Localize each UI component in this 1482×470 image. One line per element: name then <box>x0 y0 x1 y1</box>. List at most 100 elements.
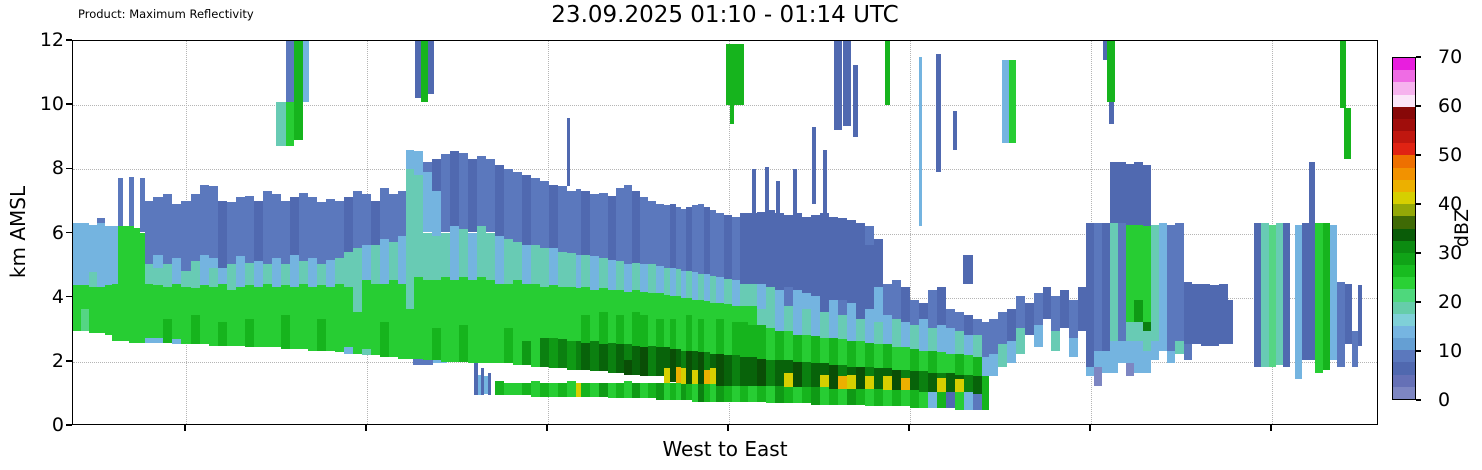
reflectivity-segment <box>293 41 303 140</box>
reflectivity-segment <box>710 368 716 385</box>
reflectivity-segment <box>935 53 941 172</box>
reflectivity-segment <box>549 337 559 369</box>
reflectivity-segment <box>765 360 775 386</box>
reflectivity-segment <box>180 200 191 271</box>
reflectivity-segment <box>325 286 335 351</box>
reflectivity-segment <box>96 222 105 287</box>
reflectivity-segment <box>1126 363 1135 377</box>
reflectivity-segment <box>837 364 847 377</box>
reflectivity-segment <box>686 315 693 351</box>
reflectivity-segment <box>945 328 955 354</box>
reflectivity-segment <box>531 283 541 367</box>
reflectivity-segment <box>828 216 838 300</box>
reflectivity-segment <box>962 254 973 284</box>
reflectivity-segment <box>751 168 756 214</box>
colorbar-tick-label: 0 <box>1438 389 1451 411</box>
reflectivity-segment <box>599 344 609 372</box>
colorbar-tick-label: 30 <box>1438 242 1463 264</box>
reflectivity-segment <box>558 286 568 340</box>
reflectivity-segment <box>997 312 1007 345</box>
reflectivity-segment <box>80 285 89 310</box>
reflectivity-segment <box>972 376 982 394</box>
reflectivity-segment <box>522 175 532 246</box>
reflectivity-segment <box>1134 341 1144 373</box>
reflectivity-segment <box>432 159 442 191</box>
reflectivity-segment <box>819 363 829 375</box>
reflectivity-segment <box>432 280 442 329</box>
reflectivity-segment <box>972 393 982 410</box>
reflectivity-segment <box>616 344 625 373</box>
reflectivity-segment <box>972 356 982 377</box>
reflectivity-segment <box>1078 286 1087 332</box>
reflectivity-segment <box>1134 299 1144 322</box>
reflectivity-segment <box>747 325 757 357</box>
reflectivity-segment <box>415 41 422 99</box>
reflectivity-segment <box>576 254 582 289</box>
reflectivity-segment <box>152 254 163 268</box>
reflectivity-segment <box>873 238 883 287</box>
reflectivity-segment <box>698 273 705 300</box>
reflectivity-segment <box>599 258 609 289</box>
reflectivity-segment <box>724 304 732 356</box>
reflectivity-segment <box>640 264 649 292</box>
reflectivity-segment <box>522 283 532 341</box>
reflectivity-segment <box>681 350 687 369</box>
reflectivity-segment <box>428 41 435 94</box>
reflectivity-segment <box>171 283 181 340</box>
reflectivity-segment <box>208 267 218 287</box>
x-axis-tick <box>1089 425 1091 431</box>
reflectivity-segment <box>162 318 172 343</box>
horizontal-gridline <box>73 105 1377 107</box>
reflectivity-segment <box>624 184 633 265</box>
reflectivity-segment <box>1086 366 1095 377</box>
reflectivity-segment <box>226 202 236 265</box>
reflectivity-segment <box>558 382 568 397</box>
reflectivity-segment <box>1337 281 1346 367</box>
reflectivity-segment <box>822 149 827 214</box>
reflectivity-segment <box>459 229 469 278</box>
reflectivity-segment <box>1086 222 1095 367</box>
reflectivity-segment <box>846 388 856 405</box>
reflectivity-segment <box>504 283 514 329</box>
reflectivity-segment <box>747 213 757 284</box>
reflectivity-segment <box>676 296 682 349</box>
reflectivity-segment <box>724 214 732 279</box>
reflectivity-segment <box>235 197 245 257</box>
y-tick-label: 10 <box>39 93 64 116</box>
reflectivity-segment <box>432 328 442 361</box>
colorbar-segment <box>1393 252 1415 266</box>
reflectivity-segment <box>1094 350 1103 367</box>
reflectivity-segment <box>199 285 209 345</box>
reflectivity-segment <box>664 205 671 268</box>
reflectivity-segment <box>352 191 362 249</box>
reflectivity-segment <box>1167 224 1176 351</box>
reflectivity-segment <box>873 321 883 345</box>
reflectivity-segment <box>361 280 371 349</box>
reflectivity-segment <box>379 187 389 239</box>
reflectivity-segment <box>616 261 625 290</box>
reflectivity-segment <box>504 168 514 239</box>
reflectivity-segment <box>952 111 957 150</box>
reflectivity-segment <box>433 356 448 364</box>
reflectivity-segment <box>307 286 317 351</box>
reflectivity-segment <box>811 127 816 204</box>
reflectivity-segment <box>764 167 769 212</box>
x-axis-tick <box>727 425 729 431</box>
x-axis-tick <box>365 425 367 431</box>
reflectivity-segment <box>522 382 532 396</box>
colorbar-segment <box>1393 313 1415 326</box>
colorbar-segment <box>1393 386 1415 399</box>
reflectivity-segment <box>873 388 883 407</box>
reflectivity-segment <box>716 302 724 319</box>
reflectivity-segment <box>1109 101 1115 124</box>
reflectivity-segment <box>731 216 740 281</box>
reflectivity-segment <box>271 286 281 348</box>
reflectivity-segment <box>73 285 81 332</box>
reflectivity-segment <box>540 248 550 287</box>
reflectivity-segment <box>792 213 802 290</box>
reflectivity-segment <box>909 371 919 391</box>
reflectivity-segment <box>244 195 254 263</box>
reflectivity-segment <box>686 270 693 298</box>
colorbar-tick <box>1416 252 1421 254</box>
reflectivity-segment <box>632 382 641 399</box>
